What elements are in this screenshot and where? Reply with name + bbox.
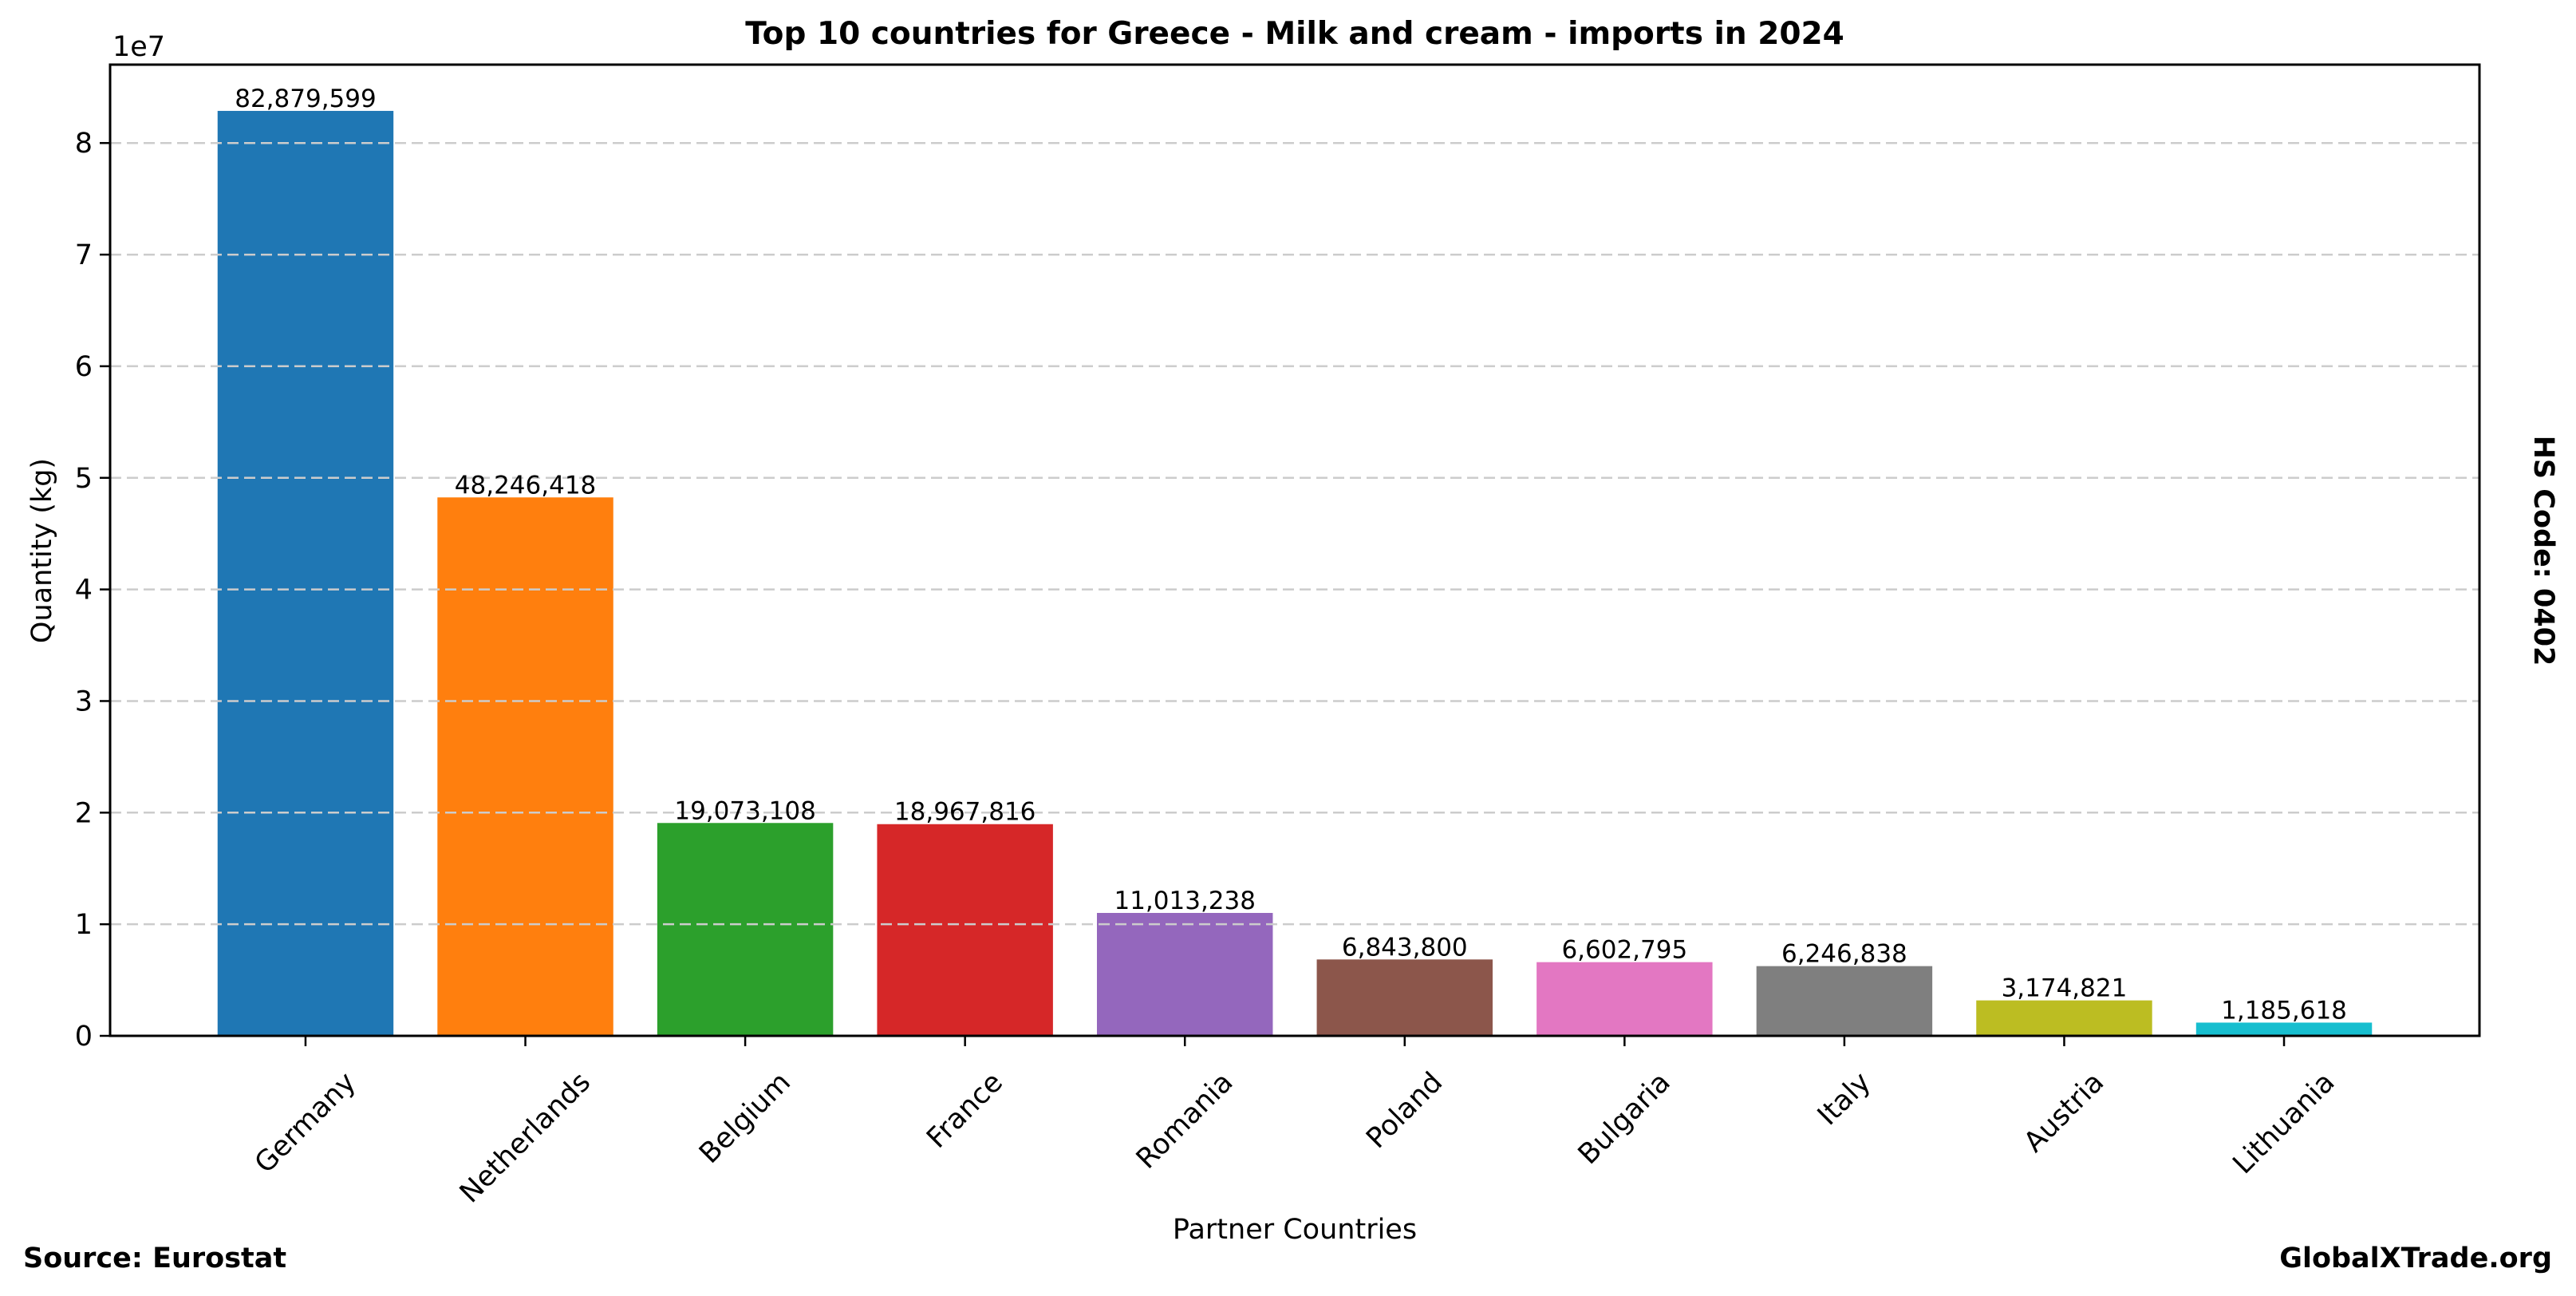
- bar-lithuania: [2195, 1022, 2373, 1036]
- y-axis-title: Quantity (kg): [26, 458, 58, 643]
- bar-belgium: [657, 823, 834, 1036]
- value-label-bulgaria: 6,602,795: [1561, 936, 1687, 965]
- x-axis-title: Partner Countries: [1173, 1214, 1417, 1246]
- y-tick-label: 7: [75, 239, 93, 271]
- y-tick-label: 3: [75, 686, 93, 717]
- value-label-lithuania: 1,185,618: [2221, 996, 2347, 1025]
- value-label-belgium: 19,073,108: [674, 796, 816, 825]
- y-tick-label: 4: [75, 575, 93, 607]
- value-label-italy: 6,246,838: [1781, 940, 1907, 969]
- x-tick-label-italy: Italy: [1812, 1066, 1877, 1132]
- value-labels: 82,879,599 48,246,418 19,073,108 18,967,816…: [235, 85, 2347, 1025]
- x-axis-ticks: Germany Netherlands Belgium France Romania Po…: [249, 1036, 2341, 1209]
- bar-austria: [1976, 1000, 2152, 1036]
- axes-frame: [108, 63, 2481, 1037]
- y-tick-label: 1: [75, 909, 93, 941]
- value-label-france: 18,967,816: [894, 798, 1036, 827]
- value-label-poland: 6,843,800: [1342, 933, 1468, 962]
- x-tick-label-bulgaria: Bulgaria: [1572, 1066, 1677, 1171]
- bar-netherlands: [437, 497, 613, 1036]
- x-tick-label-poland: Poland: [1360, 1066, 1449, 1155]
- x-tick-label-austria: Austria: [2018, 1066, 2111, 1159]
- bar-italy: [1756, 966, 1933, 1036]
- source-label: Source: Eurostat: [23, 1243, 286, 1274]
- gridlines: [110, 141, 2479, 926]
- x-tick-label-germany: Germany: [249, 1066, 362, 1179]
- value-label-austria: 3,174,821: [2002, 974, 2128, 1003]
- x-tick-label-lithuania: Lithuania: [2227, 1066, 2341, 1180]
- x-tick-label-netherlands: Netherlands: [454, 1066, 597, 1209]
- bar-france: [877, 824, 1053, 1036]
- bars-group: [217, 110, 2373, 1036]
- x-tick-label-romania: Romania: [1130, 1066, 1240, 1175]
- y-tick-label: 8: [75, 128, 93, 160]
- chart-title: Top 10 countries for Greece - Milk and c…: [745, 16, 1844, 52]
- brand-label: GlobalXTrade.org: [2279, 1243, 2552, 1274]
- value-label-germany: 82,879,599: [235, 85, 377, 113]
- y-tick-label: 5: [75, 463, 93, 495]
- value-label-netherlands: 48,246,418: [455, 471, 597, 500]
- y-axis-offset-label: 1e7: [112, 31, 165, 63]
- y-tick-label: 2: [75, 797, 93, 829]
- value-label-romania: 11,013,238: [1114, 887, 1256, 915]
- bar-poland: [1316, 959, 1493, 1036]
- y-axis-ticks: 0 1 2 3 4 5 6 7 8: [75, 128, 110, 1053]
- bar-bulgaria: [1537, 962, 1713, 1036]
- hs-code-label: HS Code: 0402: [2527, 436, 2559, 666]
- x-tick-label-belgium: Belgium: [693, 1066, 797, 1170]
- bar-romania: [1096, 912, 1273, 1036]
- x-tick-label-france: France: [921, 1066, 1009, 1155]
- bar-germany: [217, 110, 394, 1036]
- y-tick-label: 0: [75, 1021, 93, 1053]
- y-tick-label: 6: [75, 351, 93, 383]
